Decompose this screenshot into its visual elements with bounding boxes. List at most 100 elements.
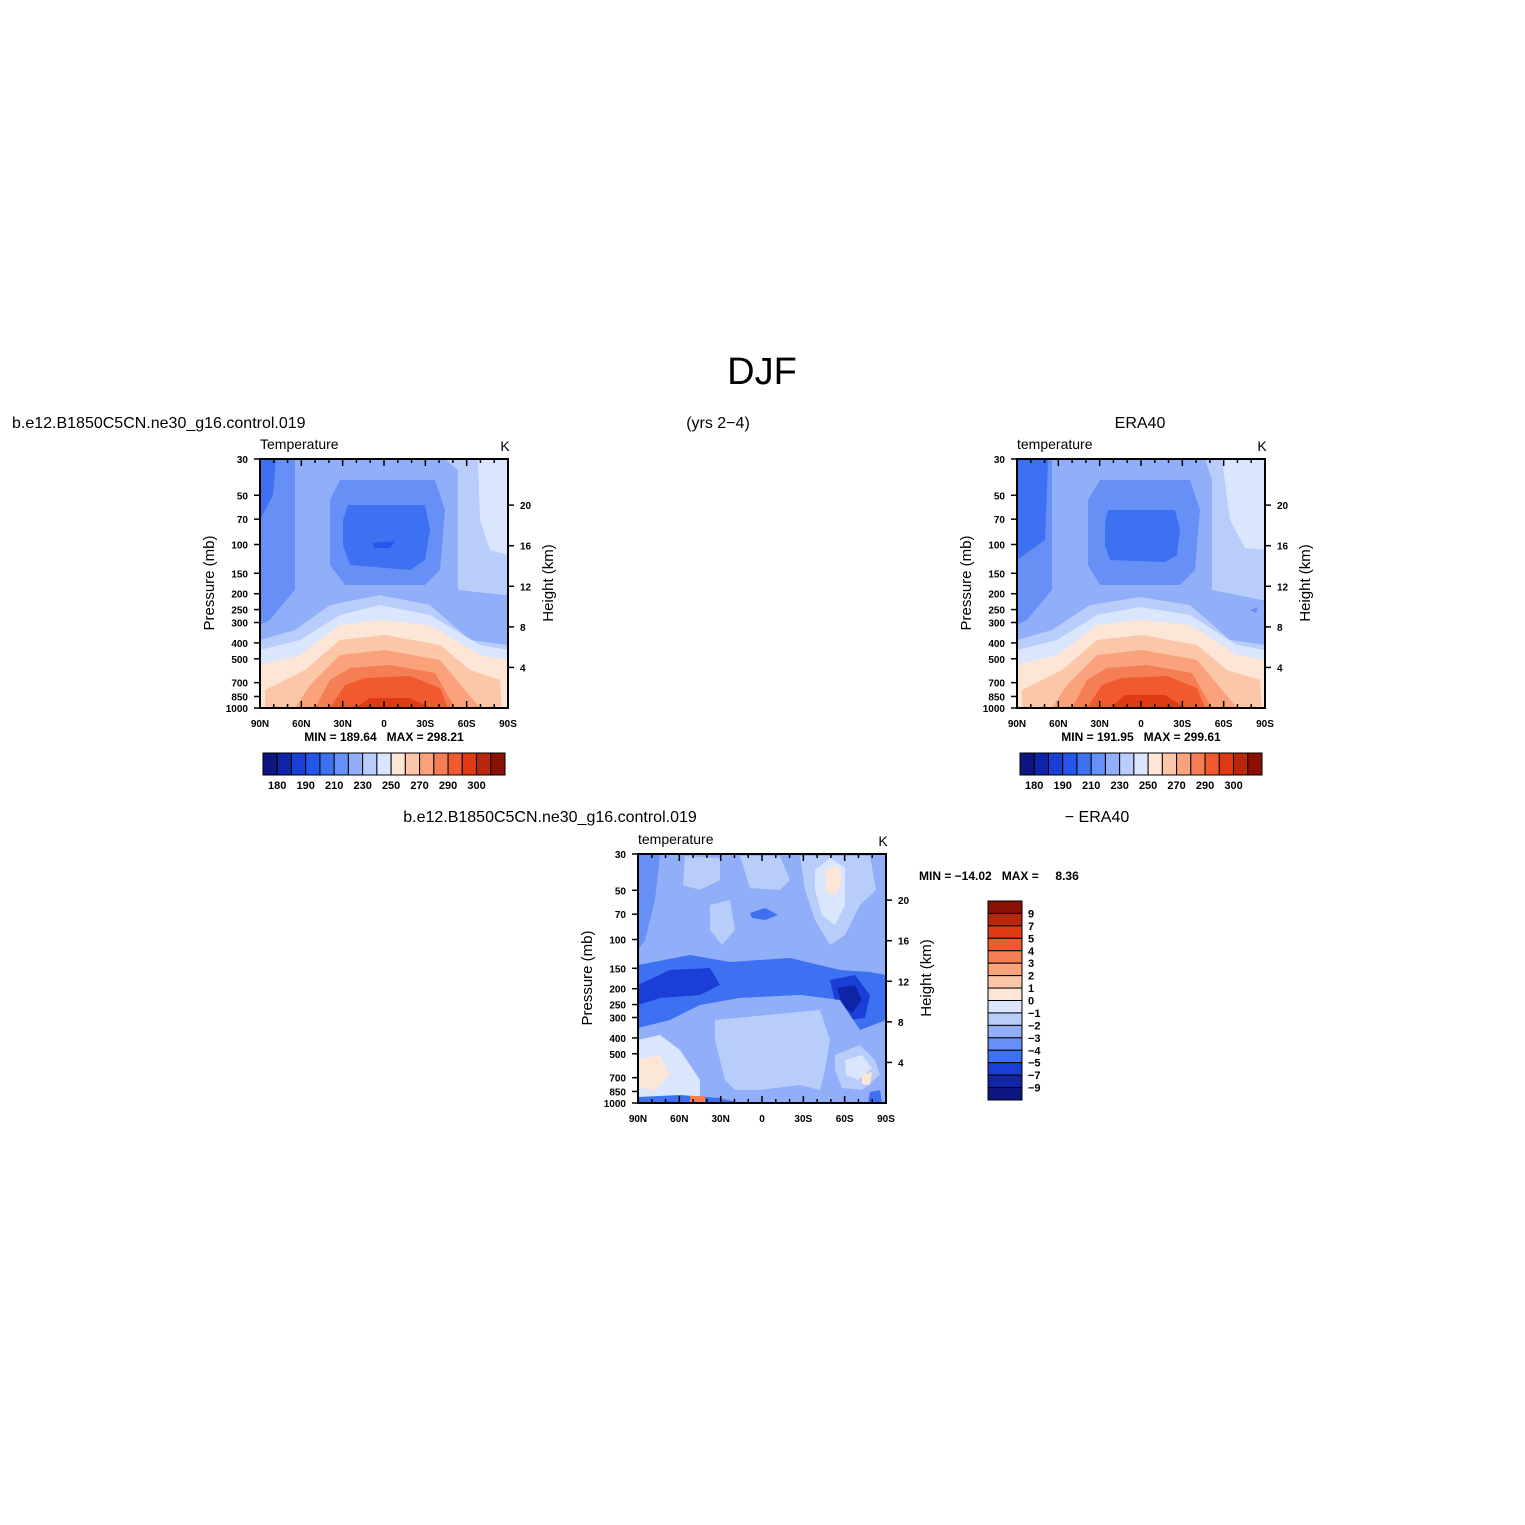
panel-model-colorbar-box <box>305 752 321 776</box>
panel-difference-colorbar-label: 2 <box>1028 971 1034 983</box>
panel-reference-pressure-tick-label: 30 <box>994 455 1006 466</box>
panel-reference-colorbar-box <box>1147 752 1163 776</box>
panel-reference-colorbar-label: 250 <box>1139 780 1157 792</box>
panel-model-pressure-tick-label: 1000 <box>226 704 249 715</box>
panel-model-colorbar-label: 230 <box>353 780 371 792</box>
panel-model-colorbar-box <box>419 752 435 776</box>
panel-difference-colorbar-box <box>987 912 1023 927</box>
panel-model-pressure-tick-label: 100 <box>231 540 248 551</box>
panel-reference: temperature K 30507010015020025030040050… <box>958 436 1314 792</box>
panel-difference-lat-tick-label: 30N <box>711 1114 729 1125</box>
panel-difference-colorbar-box <box>987 1000 1023 1014</box>
panel-difference-colorbar-box <box>987 937 1023 952</box>
case-name-label: b.e12.B1850C5CN.ne30_g16.control.019 <box>12 415 306 432</box>
panel-reference-colorbar-label: 230 <box>1110 780 1128 792</box>
panel-reference-pressure-tick-label: 850 <box>988 692 1005 703</box>
panel-model-stats: MIN = 189.64 MAX = 298.21 <box>304 730 464 744</box>
panel-reference-pressure-tick-label: 100 <box>988 540 1005 551</box>
panel-model-height-tick-label: 12 <box>520 582 532 593</box>
panel-reference-colorbar-box <box>1133 752 1149 776</box>
panel-reference-colorbar-box <box>1033 752 1049 776</box>
years-label: (yrs 2−4) <box>686 415 750 432</box>
panel-difference-lat-tick-label: 0 <box>759 1114 765 1125</box>
panel-model-pressure-tick-label: 150 <box>231 569 248 580</box>
panel-reference-lat-tick-label: 60N <box>1049 719 1067 730</box>
panel-model-colorbar-label: 270 <box>410 780 428 792</box>
panel-model-colorbar-label: 210 <box>325 780 343 792</box>
panel-difference-colorbar-box <box>987 1012 1023 1026</box>
panel-difference-ylabel-right: Height (km) <box>918 939 935 1017</box>
panel-difference-height-tick-label: 12 <box>898 977 910 988</box>
panel-reference-lat-tick-label: 60S <box>1215 719 1233 730</box>
panel-model-colorbar-box <box>490 752 506 776</box>
panel-model-colorbar-box <box>476 752 492 776</box>
panel-reference-colorbar-box <box>1176 752 1192 776</box>
panel-model-colorbar-box <box>404 752 421 776</box>
panel-difference-colorbar-box <box>987 1049 1023 1064</box>
panel-difference-pressure-tick-label: 100 <box>609 935 626 946</box>
panel-difference-colorbar-label: −7 <box>1028 1070 1041 1082</box>
panel-model-pressure-tick-label: 700 <box>231 679 248 690</box>
panel-model-height-tick-label: 20 <box>520 501 532 512</box>
panel-difference-colorbar-box <box>987 1062 1023 1076</box>
panel-reference-colorbar-box <box>1090 752 1106 776</box>
diff-reference-label: − ERA40 <box>1065 809 1130 826</box>
panel-reference-colorbar-box <box>1076 752 1092 776</box>
panel-reference-ylabel: Pressure (mb) <box>958 535 975 630</box>
panel-model-colorbar-box <box>333 752 349 776</box>
panel-reference-stats: MIN = 191.95 MAX = 299.61 <box>1061 730 1221 744</box>
panel-reference-colorbar-box <box>1047 752 1064 776</box>
panel-reference-pressure-tick-label: 50 <box>994 491 1006 502</box>
panel-model-colorbar: 180 190 210 230 250 270 290 300 <box>262 752 506 792</box>
panel-difference-pressure-tick-label: 500 <box>609 1050 626 1061</box>
panel-difference-pressure-tick-label: 1000 <box>604 1099 627 1110</box>
panel-difference-lat-tick-label: 90N <box>629 1114 647 1125</box>
panel-reference-height-tick-label: 12 <box>1277 582 1289 593</box>
panel-reference-pressure-tick-label: 300 <box>988 619 1005 630</box>
panel-difference-colorbar-label: −3 <box>1028 1033 1041 1045</box>
panel-reference-lat-tick-label: 0 <box>1138 719 1144 730</box>
panel-reference-colorbar-box <box>1247 752 1263 776</box>
panel-reference-lat-tick-label: 90N <box>1008 719 1026 730</box>
panel-model-variable: Temperature <box>260 436 339 452</box>
panel-reference-colorbar-box <box>1161 752 1178 776</box>
panel-reference-colorbar-box <box>1104 752 1121 776</box>
panel-reference-colorbar-label: 190 <box>1054 780 1072 792</box>
panel-reference-pressure-tick-label: 500 <box>988 655 1005 666</box>
panel-reference-colorbar-label: 180 <box>1025 780 1043 792</box>
panel-difference-colorbar-box <box>987 925 1023 939</box>
panel-difference-colorbar-label: 1 <box>1028 983 1034 995</box>
panel-reference-units: K <box>1257 438 1267 454</box>
panel-model-lat-tick-label: 90N <box>251 719 269 730</box>
panel-difference-colorbar-label: −2 <box>1028 1020 1041 1032</box>
panel-model-colorbar-box <box>347 752 364 776</box>
panel-model-colorbar-box <box>447 752 463 776</box>
panel-model-colorbar-box <box>290 752 307 776</box>
panel-model-lat-tick-label: 30S <box>416 719 434 730</box>
panel-difference-colorbar-label: −9 <box>1028 1083 1041 1095</box>
panel-difference-pressure-tick-label: 300 <box>609 1014 626 1025</box>
panel-model-pressure-tick-label: 300 <box>231 619 248 630</box>
panel-model-height-tick-label: 8 <box>520 623 526 634</box>
panel-model-lat-tick-label: 0 <box>381 719 387 730</box>
panel-difference-colorbar-box <box>987 950 1023 964</box>
panel-difference-colorbar-box <box>987 1024 1023 1039</box>
panel-difference-height-tick-label: 4 <box>898 1058 904 1069</box>
panel-model-pressure-tick-label: 250 <box>231 606 248 617</box>
panel-difference-pressure-tick-label: 50 <box>615 886 627 897</box>
panel-reference-variable: temperature <box>1017 436 1093 452</box>
panel-model-pressure-tick-label: 850 <box>231 692 248 703</box>
panel-reference-colorbar: 180 190 210 230 250 270 290 300 <box>1019 752 1263 792</box>
panel-difference-colorbar-label: 0 <box>1028 996 1034 1008</box>
panel-difference-lat-tick-label: 60N <box>670 1114 688 1125</box>
panel-difference-pressure-tick-label: 700 <box>609 1074 626 1085</box>
panel-reference-colorbar-label: 270 <box>1167 780 1185 792</box>
panel-model-pressure-tick-label: 30 <box>237 455 249 466</box>
panel-difference-colorbar-box <box>987 1037 1023 1051</box>
panel-difference-stats: MIN = −14.02 MAX = 8.36 <box>919 869 1079 883</box>
panel-reference-height-tick-label: 16 <box>1277 542 1289 553</box>
panel-model-colorbar-label: 300 <box>467 780 485 792</box>
panel-model-pressure-tick-label: 500 <box>231 655 248 666</box>
panel-difference-colorbar-label: −5 <box>1028 1058 1041 1070</box>
